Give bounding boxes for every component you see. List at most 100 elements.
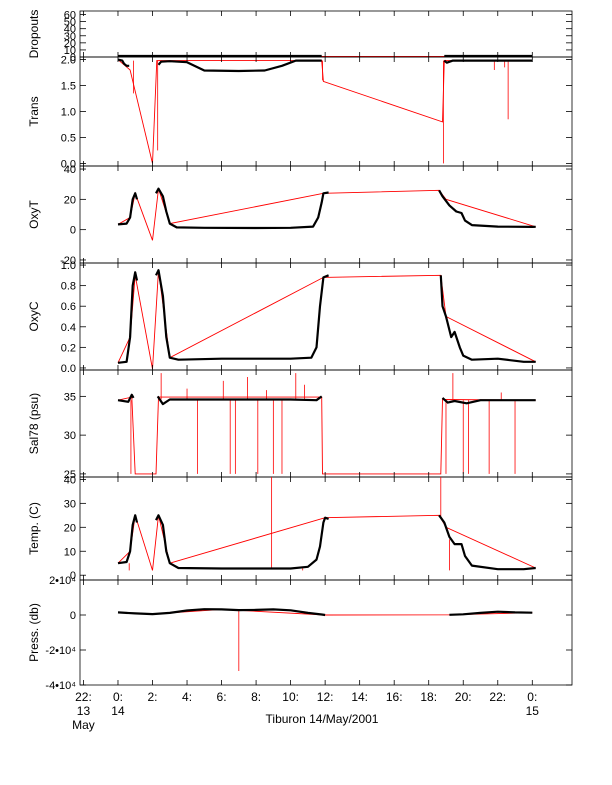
- panel-data: [117, 477, 536, 571]
- y-tick-label: 40: [64, 24, 76, 36]
- y-axis-label: Sal78 (psu): [27, 393, 41, 454]
- y-axis-label: Trans: [27, 96, 41, 126]
- y-tick-label: 30: [64, 430, 76, 442]
- clean-series-line: [438, 189, 536, 228]
- y-tick-label: 0.0: [61, 158, 76, 170]
- y-tick-label: 0.8: [61, 281, 76, 293]
- y-tick-label: 2.0: [61, 55, 76, 67]
- clean-series-line: [156, 395, 323, 406]
- panel-data: [117, 373, 536, 475]
- clean-series-line: [449, 610, 533, 616]
- x-tick-label: 14: [111, 704, 125, 718]
- y-axis-label: Temp. (C): [27, 502, 41, 555]
- panel-data: [117, 269, 536, 370]
- panel-frame: [79, 56, 573, 167]
- panel-sal: 25 30 35 Sal78 (psu): [27, 369, 573, 481]
- clean-series-line: [155, 514, 329, 570]
- x-tick-label: 13: [77, 704, 91, 718]
- panel-frame: [79, 10, 573, 58]
- y-axis-label: OxyC: [27, 301, 41, 331]
- x-tick-label: 18:: [420, 690, 437, 704]
- y-tick-label: 20: [64, 194, 76, 206]
- clean-series-line: [441, 397, 536, 405]
- clean-series-line: [438, 514, 536, 571]
- panel-oxyc: 0.0 0.2 0.4 0.6 0.8 1.0 OxyC: [27, 260, 573, 375]
- panel-data: [117, 58, 533, 164]
- x-tick-label: 4:: [182, 690, 192, 704]
- y-tick-label: -2•10⁴: [45, 645, 76, 657]
- y-axis-label: OxyT: [27, 200, 41, 229]
- y-tick-label: 2•10⁴: [49, 575, 76, 587]
- panel-frame: [79, 476, 573, 581]
- y-tick-label: 1.0: [61, 107, 76, 119]
- chart-caption: Tiburon 14/May/2001: [266, 712, 379, 726]
- x-tick-label: 12:: [317, 690, 334, 704]
- y-tick-label: 0.5: [61, 132, 76, 144]
- panel-trans: 0.0 0.5 1.0 1.5 2.0 Trans: [27, 55, 573, 170]
- clean-series-line: [117, 514, 139, 565]
- panel-data: [117, 187, 536, 241]
- y-tick-label: 0.0: [61, 363, 76, 375]
- y-tick-label: 1.0: [61, 260, 76, 272]
- x-tick-label: 0:: [113, 690, 123, 704]
- clean-series-line: [155, 269, 330, 361]
- y-tick-label: 1.5: [61, 81, 76, 93]
- y-tick-label: -20: [60, 255, 76, 267]
- x-tick-label: May: [72, 718, 95, 732]
- clean-series-line: [117, 192, 139, 226]
- y-tick-label: 0: [70, 52, 76, 64]
- clean-series-line: [117, 271, 139, 364]
- x-tick-label: 14:: [351, 690, 368, 704]
- x-tick-label: 16:: [386, 690, 403, 704]
- x-tick-label: 6:: [217, 690, 227, 704]
- x-tick-label: 22:: [489, 690, 506, 704]
- y-axis-label: Dropouts: [27, 10, 41, 59]
- raw-series-line: [117, 396, 536, 475]
- y-tick-label: 20: [64, 522, 76, 534]
- clean-series-line: [439, 275, 536, 363]
- raw-series-line: [117, 270, 536, 370]
- y-tick-label: -4•10⁴: [45, 680, 76, 692]
- y-tick-label: 50: [64, 17, 76, 29]
- x-tick-label: 20:: [455, 690, 472, 704]
- panel-frame: [79, 165, 573, 264]
- raw-series-line: [117, 514, 536, 571]
- clean-series-line: [117, 608, 326, 617]
- y-tick-label: 30: [64, 498, 76, 510]
- x-tick-label: 15: [526, 704, 540, 718]
- y-tick-label: 35: [64, 391, 76, 403]
- y-axis-label: Press. (db): [27, 603, 41, 662]
- y-tick-label: 30: [64, 31, 76, 43]
- y-tick-label: 0.6: [61, 301, 76, 313]
- y-tick-label: 0.4: [61, 322, 76, 334]
- y-tick-label: 20: [64, 38, 76, 50]
- x-tick-label: 10:: [282, 690, 299, 704]
- y-tick-label: 0: [70, 225, 76, 237]
- x-tick-label: 22:: [75, 690, 92, 704]
- raw-series-line: [117, 188, 536, 241]
- y-tick-label: 40: [64, 164, 76, 176]
- panel-temp: 0 10 20 30 40 Temp. (C): [27, 474, 573, 582]
- panel-oxyt: -20 0 20 40 OxyT: [27, 164, 573, 267]
- y-tick-label: 10: [64, 45, 76, 57]
- panel-frame: [79, 579, 573, 686]
- clean-series-line: [155, 187, 329, 230]
- y-tick-label: 40: [64, 474, 76, 486]
- y-tick-label: 0.2: [61, 342, 76, 354]
- panel-press: -4•10⁴ -2•10⁴ 0 2•10⁴ Press. (db): [27, 575, 573, 692]
- clean-series-line: [117, 58, 130, 67]
- panel-frame: [79, 369, 573, 478]
- clean-series-line: [117, 393, 135, 403]
- clean-series-line: [157, 59, 322, 73]
- chart-panels: 0102030405060Dropouts0.00.51.01.52.0Tran…: [27, 10, 573, 692]
- y-tick-label: 60: [64, 10, 76, 22]
- y-tick-label: 10: [64, 546, 76, 558]
- x-tick-label: 2:: [147, 690, 157, 704]
- clean-series-line: [443, 59, 533, 64]
- y-tick-label: 0: [70, 570, 76, 582]
- x-tick-label: 0:: [527, 690, 537, 704]
- raw-series-line: [117, 59, 533, 164]
- x-tick-label: 8:: [251, 690, 261, 704]
